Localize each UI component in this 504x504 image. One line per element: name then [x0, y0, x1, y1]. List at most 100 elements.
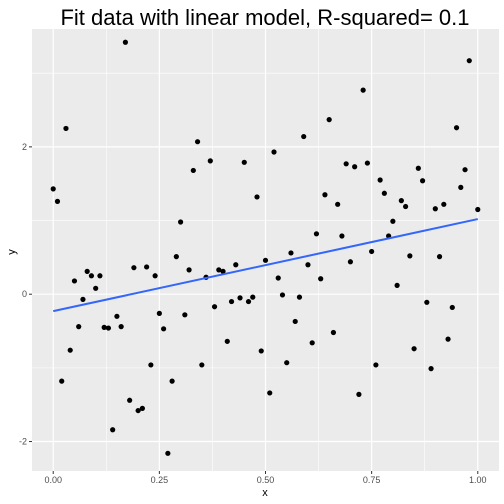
- data-point: [318, 276, 324, 282]
- y-tick-label: -2: [19, 437, 27, 447]
- data-point: [211, 304, 218, 310]
- x-axis-title: x: [262, 487, 268, 499]
- data-point: [424, 299, 430, 305]
- data-point: [432, 206, 438, 212]
- data-point: [88, 273, 95, 279]
- data-point: [267, 390, 273, 396]
- data-point: [377, 177, 383, 183]
- data-point: [284, 360, 290, 366]
- data-point: [407, 253, 413, 259]
- data-point: [76, 324, 82, 330]
- data-point: [364, 160, 370, 166]
- data-point: [97, 273, 103, 279]
- data-point: [139, 405, 145, 411]
- data-point: [271, 149, 277, 155]
- x-axis-ticks: 0.00 0.25 0.50 0.75 1.00: [44, 471, 487, 485]
- data-point: [165, 450, 171, 456]
- data-point: [398, 198, 404, 204]
- data-point: [220, 268, 226, 274]
- data-point: [339, 233, 345, 239]
- data-point: [148, 362, 154, 368]
- data-point: [403, 203, 409, 210]
- y-tick-label: 2: [22, 142, 27, 152]
- data-point: [245, 298, 252, 305]
- y-axis-ticks: -2 0 2: [19, 142, 32, 447]
- data-point: [177, 219, 184, 225]
- data-point: [419, 178, 426, 184]
- data-point: [190, 167, 196, 174]
- data-point: [335, 201, 341, 207]
- data-points: [50, 39, 481, 456]
- data-point: [63, 125, 69, 132]
- data-point: [436, 254, 443, 260]
- x-tick-label: 1.00: [469, 475, 487, 485]
- data-point: [233, 262, 239, 268]
- data-point: [80, 296, 86, 302]
- data-point: [186, 267, 192, 273]
- fit-line: [53, 218, 478, 313]
- data-point: [449, 304, 455, 311]
- data-point: [152, 273, 158, 279]
- data-point: [118, 324, 124, 330]
- x-tick-label: 0.25: [151, 475, 169, 485]
- data-point: [101, 324, 107, 330]
- data-point: [458, 184, 464, 190]
- data-point: [50, 186, 56, 192]
- data-point: [54, 198, 61, 204]
- data-point: [352, 164, 358, 170]
- data-point: [241, 159, 247, 165]
- y-tick-label: 0: [22, 289, 27, 299]
- data-point: [347, 259, 354, 265]
- data-point: [114, 313, 120, 319]
- data-point: [161, 326, 167, 332]
- data-point: [313, 231, 320, 237]
- data-point: [67, 347, 73, 353]
- data-point: [156, 310, 162, 316]
- data-point: [330, 329, 337, 336]
- x-tick-label: 0.75: [363, 475, 381, 485]
- data-point: [369, 248, 375, 255]
- data-point: [228, 298, 235, 305]
- data-point: [326, 117, 332, 123]
- data-point: [309, 340, 315, 346]
- data-point: [224, 338, 230, 344]
- data-point: [428, 366, 434, 372]
- data-point: [373, 362, 379, 368]
- data-point: [356, 391, 362, 397]
- data-point: [59, 378, 65, 384]
- data-point: [296, 294, 303, 300]
- data-point: [322, 192, 328, 198]
- data-point: [415, 165, 421, 171]
- data-point: [475, 206, 481, 213]
- data-point: [84, 268, 90, 274]
- data-point: [110, 427, 116, 433]
- data-point: [275, 275, 281, 281]
- data-point: [93, 285, 99, 291]
- data-point: [453, 125, 460, 131]
- data-point: [381, 190, 387, 196]
- data-point: [305, 262, 311, 268]
- data-point: [343, 161, 349, 167]
- data-point: [394, 282, 400, 288]
- data-point: [360, 87, 366, 93]
- x-tick-label: 0.50: [257, 475, 275, 485]
- data-point: [173, 254, 179, 260]
- data-point: [127, 397, 133, 403]
- data-point: [390, 218, 396, 224]
- data-point: [258, 348, 264, 354]
- data-point: [441, 201, 447, 207]
- data-point: [301, 133, 307, 140]
- data-point: [445, 336, 451, 342]
- data-point: [122, 39, 128, 45]
- y-axis-title: y: [6, 249, 18, 255]
- data-point: [182, 312, 188, 318]
- data-point: [71, 278, 78, 284]
- data-point: [466, 58, 472, 64]
- data-point: [194, 139, 201, 145]
- x-tick-label: 0.00: [44, 475, 62, 485]
- data-point: [237, 295, 243, 301]
- data-point: [169, 378, 175, 384]
- data-point: [207, 158, 213, 164]
- data-point: [462, 167, 468, 173]
